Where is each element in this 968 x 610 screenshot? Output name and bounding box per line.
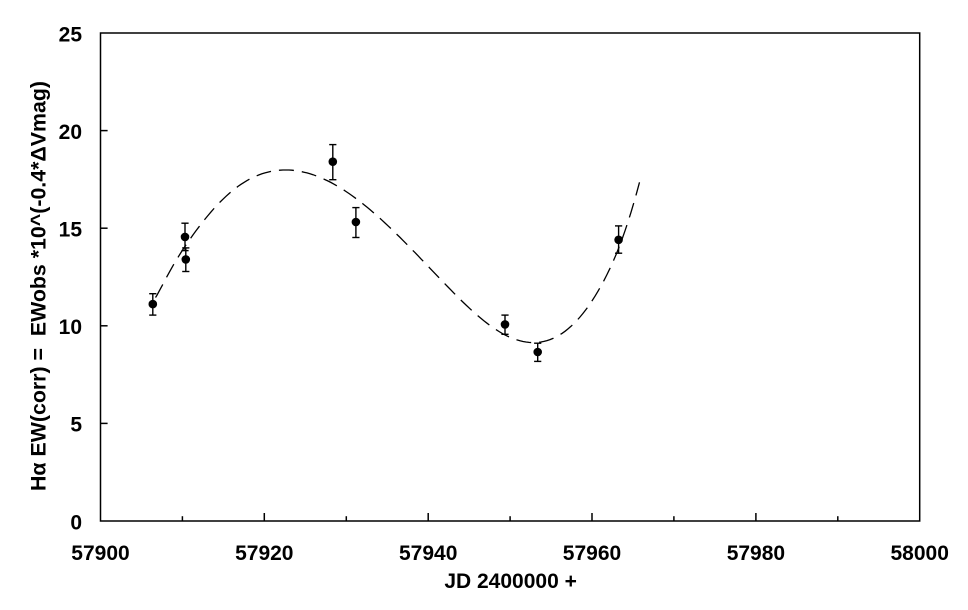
svg-text:57940: 57940 xyxy=(399,542,457,565)
svg-text:Hα EW(corr) = EWobs *10^(-0.4: Hα EW(corr) = EWobs *10^(-0.4*ΔVmag) xyxy=(28,81,51,491)
svg-text:5: 5 xyxy=(70,414,82,437)
svg-text:57980: 57980 xyxy=(727,542,785,565)
svg-text:25: 25 xyxy=(59,23,83,46)
svg-text:57920: 57920 xyxy=(235,542,293,565)
svg-text:0: 0 xyxy=(70,511,82,534)
svg-text:15: 15 xyxy=(59,219,83,242)
svg-text:57900: 57900 xyxy=(71,542,129,565)
svg-text:58000: 58000 xyxy=(890,542,948,565)
svg-text:10: 10 xyxy=(59,316,82,339)
svg-text:20: 20 xyxy=(59,121,82,144)
svg-text:57960: 57960 xyxy=(563,542,621,565)
svg-text:JD 2400000 +: JD 2400000 + xyxy=(444,570,577,593)
